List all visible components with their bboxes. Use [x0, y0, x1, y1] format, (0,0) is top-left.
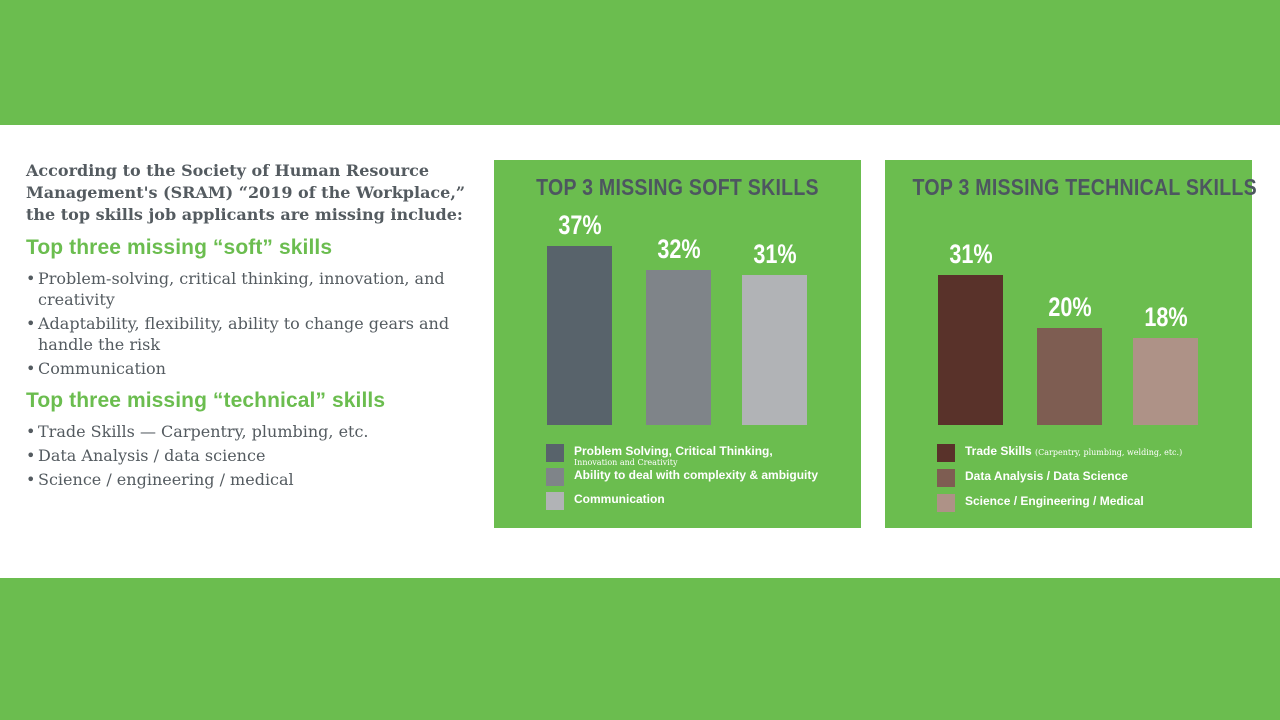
legend-label: Trade Skills (Carpentry, plumbing, weldi…	[965, 444, 1182, 458]
legend-swatch	[937, 494, 955, 512]
list-item: Data Analysis / data science	[26, 445, 476, 466]
legend-swatch	[937, 444, 955, 462]
list-item: Science / engineering / medical	[26, 469, 476, 490]
legend-label: Communication	[574, 492, 665, 506]
soft-skills-list: Problem-solving, critical thinking, inno…	[26, 268, 476, 379]
legend-label-note: (Carpentry, plumbing, welding, etc.)	[1035, 448, 1183, 457]
text-column: According to the Society of Human Resour…	[26, 160, 476, 493]
technical-skills-chart: TOP 3 MISSING TECHNICAL SKILLS Trade Ski…	[885, 160, 1257, 528]
chart-title: TOP 3 MISSING TECHNICAL SKILLS	[912, 174, 1257, 200]
legend-label-note: Innovation and Creativity	[574, 458, 678, 467]
top-green-band	[0, 0, 1280, 125]
legend-label-text: Trade Skills	[965, 444, 1032, 458]
list-item: Problem-solving, critical thinking, inno…	[26, 268, 476, 310]
legend-label: Ability to deal with complexity & ambigu…	[574, 468, 819, 482]
technical-skills-list: Trade Skills — Carpentry, plumbing, etc.…	[26, 421, 476, 490]
chart-title: TOP 3 MISSING SOFT SKILLS	[536, 174, 819, 200]
technical-skills-heading: Top three missing “technical” skills	[26, 389, 386, 412]
bar-value-label: 20%	[1047, 292, 1092, 322]
bar	[1037, 328, 1102, 425]
bar	[1133, 338, 1198, 425]
bar-value-label: 31%	[948, 239, 993, 269]
soft-skills-heading: Top three missing “soft” skills	[26, 236, 333, 259]
legend-label: Problem Solving, Critical Thinking, Inno…	[574, 444, 773, 467]
legend-swatch	[546, 492, 564, 510]
legend-label: Science / Engineering / Medical	[965, 494, 1144, 508]
bar-value-label: 31%	[752, 239, 797, 269]
legend-swatch	[937, 469, 955, 487]
list-item: Adaptability, flexibility, ability to ch…	[26, 313, 476, 355]
bar	[938, 275, 1003, 425]
bar-value-label: 37%	[557, 210, 602, 240]
legend-swatch	[546, 468, 564, 486]
bottom-green-band	[0, 578, 1280, 720]
intro-text: According to the Society of Human Resour…	[26, 161, 466, 224]
bar-value-label: 32%	[656, 234, 701, 264]
bar-value-label: 18%	[1143, 302, 1188, 332]
list-item: Trade Skills — Carpentry, plumbing, etc.	[26, 421, 476, 442]
list-item: Communication	[26, 358, 476, 379]
bar	[646, 270, 711, 425]
bar	[742, 275, 807, 425]
legend-label: Data Analysis / Data Science	[965, 469, 1128, 483]
legend-label-text: Problem Solving, Critical Thinking,	[574, 444, 773, 458]
legend-swatch	[546, 444, 564, 462]
soft-skills-chart: TOP 3 MISSING SOFT SKILLS Problem Solvin…	[494, 160, 861, 528]
bar	[547, 246, 612, 425]
